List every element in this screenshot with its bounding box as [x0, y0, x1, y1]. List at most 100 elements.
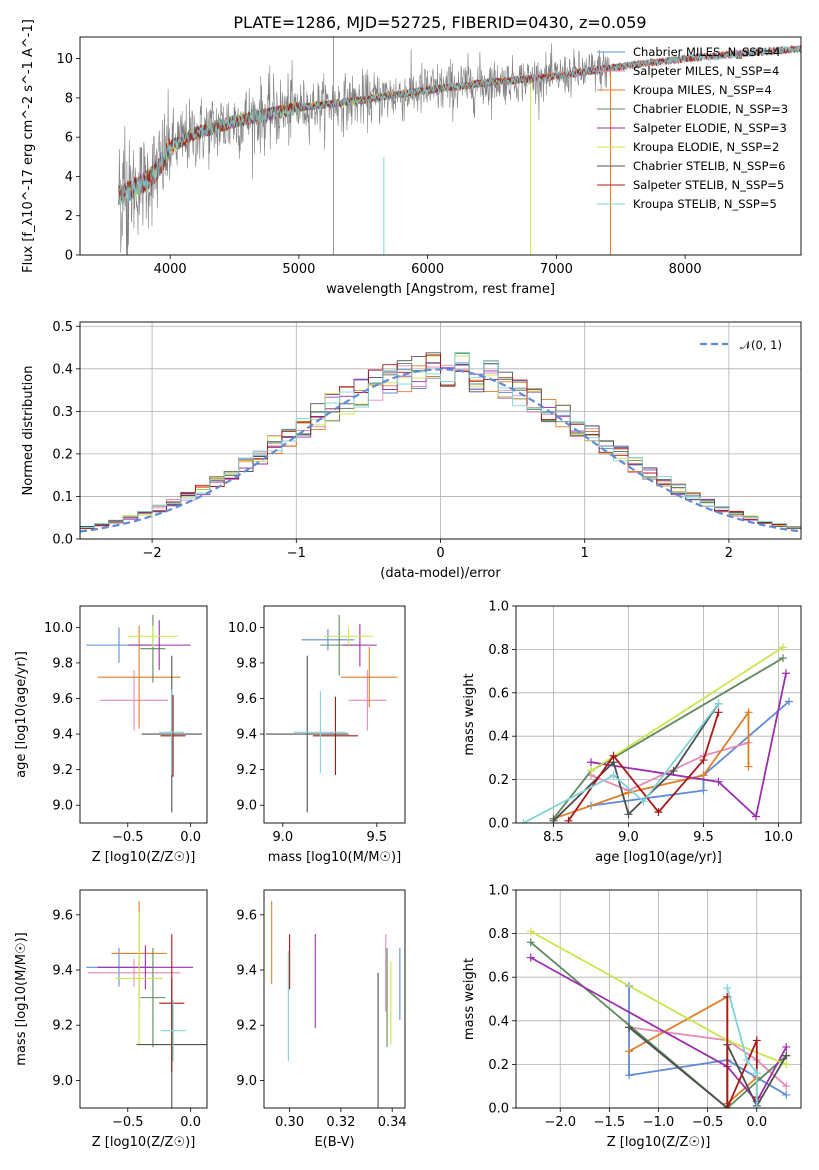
weight-vs-age-panel: 8.5 9.0 9.5 10.0 0.0 0.2 0.4 0.6 0.8 1.0 age [log1… [462, 600, 802, 865]
weight-marker-salpeter-miles [782, 1082, 791, 1091]
y-tick-label: 0.2 [488, 1058, 509, 1073]
x-tick-label: 6000 [411, 262, 444, 277]
weight-marker-chabrier-miles [699, 786, 708, 795]
y-tick-label: 6 [65, 131, 73, 146]
y-tick-label: 9.6 [236, 692, 257, 707]
y-axis-label: mass [log10(M/M☉)] [14, 932, 29, 1065]
weight-marker-salpeter-elodie [714, 777, 723, 786]
legend-entry: Chabrier ELODIE, N_SSP=3 [633, 102, 788, 116]
weight-plot-area [519, 643, 793, 823]
y-tick-label: 9.6 [236, 908, 257, 923]
y-tick-label: 9.2 [236, 1019, 257, 1034]
y-tick-label: 4 [65, 170, 73, 185]
y-tick-label: 9.0 [236, 1074, 257, 1089]
x-tick-label: 9.0 [618, 830, 639, 845]
legend-entry: Chabrier STELIB, N_SSP=6 [633, 159, 785, 173]
y-tick-label: 8 [65, 91, 73, 106]
x-tick-label: 10.0 [764, 830, 793, 845]
y-axis-label: age [log10(age/yr)] [14, 651, 29, 778]
legend-entry: Salpeter MILES, N_SSP=4 [633, 64, 779, 78]
x-tick-label: −0.5 [112, 1115, 144, 1130]
weight-marker-salpeter-stelib [752, 1036, 761, 1045]
y-tick-label: 0.0 [52, 533, 73, 548]
weight-marker-salpeter-elodie [782, 1042, 791, 1051]
y-tick-label: 0.4 [52, 362, 73, 377]
y-tick-label: 9.0 [52, 1074, 73, 1089]
weight-marker-chabrier-stelib [624, 810, 633, 819]
weight-marker-chabrier-miles [625, 1071, 634, 1080]
y-tick-label: 9.0 [236, 799, 257, 814]
axes-frame [79, 36, 802, 256]
y-tick-label: 2 [65, 209, 73, 224]
y-tick-label: 9.8 [236, 656, 257, 671]
x-tick-label: 0.0 [180, 1115, 201, 1130]
x-axis-label: E(B-V) [314, 1135, 354, 1150]
weight-marker-kroupa-stelib [609, 771, 618, 780]
x-tick-label: 8000 [669, 262, 702, 277]
errorbar-plot-area [86, 901, 207, 1108]
histogram-panel: −2 −1 0 1 2 0.0 0.1 0.2 0.3 0.4 0.5 (data-model)/er… [21, 320, 802, 581]
x-tick-label: 2 [725, 546, 733, 561]
x-tick-label: 8.5 [543, 830, 564, 845]
weight-line-kroupa-stelib [726, 987, 758, 1108]
weight-marker-kroupa-miles [625, 1047, 634, 1056]
x-tick-label: 4000 [154, 262, 187, 277]
y-axis-label: Normed distribution [21, 366, 36, 496]
weight-marker-salpeter-elodie [752, 812, 760, 821]
y-tick-label: 0.5 [52, 320, 73, 335]
y-tick-label: 9.4 [52, 728, 73, 743]
weight-marker-kroupa-stelib [742, 1056, 751, 1065]
weight-marker-salpeter-elodie [587, 758, 595, 767]
y-tick-label: 9.2 [52, 1019, 73, 1034]
errorbar-plot-area [271, 901, 401, 1108]
y-tick-label: 0.1 [52, 490, 73, 505]
x-axis-label: Z [log10(Z/Z☉)] [92, 850, 196, 865]
weight-marker-kroupa-stelib [752, 1104, 761, 1108]
weight-marker-chabrier-elodie [779, 654, 787, 663]
x-tick-label: −1.5 [594, 1115, 626, 1130]
axes-frame [263, 605, 406, 824]
x-tick-label: 9.5 [693, 830, 714, 845]
legend-entry: Kroupa MILES, N_SSP=4 [633, 83, 772, 97]
weight-marker-salpeter-elodie [782, 669, 790, 678]
y-tick-label: 9.4 [236, 728, 257, 743]
weight-marker-chabrier-stelib [625, 1023, 634, 1032]
errorbar-plot-area [86, 614, 202, 813]
weight-line-salpeter-elodie [530, 956, 788, 1104]
y-tick-label: 0.8 [488, 927, 509, 942]
x-tick-label: 0.30 [275, 1115, 304, 1130]
y-tick-label: 0.2 [52, 447, 73, 462]
chart-title: PLATE=1286, MJD=52725, FIBERID=0430, z=0… [233, 13, 646, 32]
y-tick-label: 0 [65, 249, 73, 264]
weight-marker-kroupa-miles [744, 762, 753, 771]
x-tick-label: 9.0 [272, 830, 293, 845]
weight-line-chabrier-elodie [530, 941, 787, 1108]
weight-line-salpeter-elodie [590, 673, 787, 819]
age-vs-metallicity-panel: −0.5 0.0 9.0 9.2 9.4 9.6 9.8 10.0 Z [log10(Z/Z☉)… [14, 605, 208, 865]
x-tick-label: 0.0 [180, 830, 201, 845]
weight-marker-kroupa-stelib [723, 984, 732, 993]
y-tick-label: 9.0 [52, 799, 73, 814]
x-axis-label: (data-model)/error [380, 566, 501, 581]
x-axis-label: wavelength [Angstrom, rest frame] [326, 282, 555, 297]
legend-entry: Salpeter STELIB, N_SSP=5 [633, 178, 784, 192]
weight-line-kroupa-miles [628, 995, 758, 1106]
weight-plot-area [526, 927, 791, 1108]
y-tick-label: 9.4 [52, 964, 73, 979]
histogram-plot-area [80, 352, 801, 539]
axes-frame [263, 889, 406, 1109]
weight-vs-metallicity-panel: −2.0 −1.5 −1.0 −0.5 0.0 0.0 0.2 0.4 0.6 0.8 1.0 Z [… [462, 884, 802, 1150]
y-tick-label: 0.6 [488, 686, 509, 701]
weight-marker-chabrier-stelib [549, 816, 558, 823]
x-tick-label: −1 [287, 546, 306, 561]
weight-marker-kroupa-miles [699, 771, 708, 780]
legend-entry: Salpeter ELODIE, N_SSP=3 [633, 121, 787, 135]
x-tick-label: 9.5 [366, 830, 387, 845]
legend-entry: Kroupa STELIB, N_SSP=5 [633, 197, 777, 211]
y-tick-label: 10.0 [44, 621, 73, 636]
axes-frame [79, 321, 802, 540]
weight-marker-chabrier-stelib [669, 766, 678, 775]
weight-marker-chabrier-stelib [782, 1051, 791, 1060]
y-tick-label: 0.0 [488, 817, 509, 832]
